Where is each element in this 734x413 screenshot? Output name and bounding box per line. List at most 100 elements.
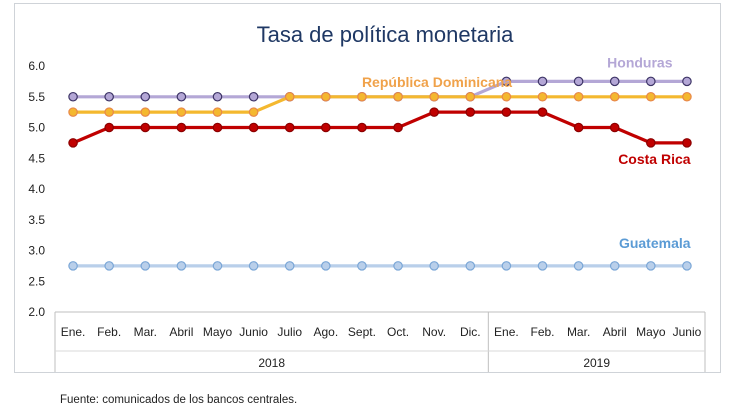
data-point bbox=[393, 122, 403, 133]
data-point bbox=[284, 122, 295, 133]
data-point bbox=[501, 91, 512, 102]
x-tick-label: Ago. bbox=[313, 325, 338, 339]
x-tick-label: Junio bbox=[239, 325, 268, 339]
data-point bbox=[609, 261, 620, 271]
series-label: Honduras bbox=[607, 54, 673, 70]
data-point bbox=[176, 91, 187, 102]
data-point bbox=[104, 122, 114, 133]
data-point bbox=[429, 107, 439, 117]
data-point bbox=[609, 122, 620, 133]
data-point bbox=[465, 107, 476, 117]
data-point bbox=[573, 76, 584, 87]
data-point bbox=[357, 261, 367, 271]
data-point bbox=[573, 122, 584, 133]
y-tick-label: 5.0 bbox=[28, 121, 45, 135]
series-line bbox=[73, 95, 687, 114]
x-tick-label: Oct. bbox=[387, 325, 409, 339]
data-point bbox=[140, 91, 151, 102]
data-point bbox=[140, 261, 151, 271]
data-point bbox=[429, 261, 439, 271]
source-note: Fuente: comunicados de los bancos centra… bbox=[60, 394, 298, 406]
x-group-label: 2018 bbox=[258, 356, 285, 370]
x-tick-label: Feb. bbox=[530, 325, 554, 339]
x-tick-label: Junio bbox=[673, 325, 702, 339]
data-point bbox=[68, 261, 78, 271]
x-tick-label: Mar. bbox=[134, 325, 157, 339]
y-tick-label: 4.5 bbox=[28, 151, 45, 165]
data-point bbox=[393, 91, 403, 102]
data-point bbox=[140, 107, 151, 117]
data-point bbox=[284, 261, 295, 271]
data-point bbox=[248, 107, 259, 117]
x-tick-label: Sept. bbox=[348, 325, 376, 339]
x-tick-label: Mayo bbox=[203, 325, 233, 339]
data-point bbox=[212, 107, 223, 117]
data-point bbox=[646, 76, 656, 87]
data-point bbox=[465, 261, 476, 271]
data-point bbox=[357, 91, 367, 102]
data-point bbox=[646, 91, 656, 102]
y-tick-label: 5.5 bbox=[28, 90, 45, 104]
chart-frame: Tasa de política monetaria 2.0 2.5 3.0 3.5 4.… bbox=[14, 3, 721, 373]
x-tick-label: Julio bbox=[277, 325, 302, 339]
x-tick-label: Abril bbox=[169, 325, 193, 339]
data-point bbox=[682, 261, 692, 271]
data-point bbox=[104, 91, 114, 102]
data-point bbox=[68, 107, 78, 117]
chart-title: Tasa de política monetaria bbox=[257, 22, 515, 47]
data-point bbox=[609, 91, 620, 102]
data-point bbox=[357, 122, 367, 133]
data-point bbox=[682, 91, 692, 102]
y-tick-label: 2.5 bbox=[28, 274, 45, 288]
data-point bbox=[176, 107, 187, 117]
data-point bbox=[501, 76, 512, 87]
y-tick-label: 6.0 bbox=[28, 59, 45, 73]
data-point bbox=[646, 138, 656, 148]
data-point bbox=[321, 122, 331, 133]
data-point bbox=[537, 261, 548, 271]
x-tick-label: Nov. bbox=[422, 325, 446, 339]
y-tick-label: 3.0 bbox=[28, 244, 45, 258]
data-point bbox=[393, 261, 403, 271]
series-label: Guatemala bbox=[619, 235, 691, 251]
data-point bbox=[321, 91, 331, 102]
data-point bbox=[537, 91, 548, 102]
data-point bbox=[321, 261, 331, 271]
data-point bbox=[176, 122, 187, 133]
data-point bbox=[537, 107, 548, 117]
data-point bbox=[682, 76, 692, 87]
x-tick-label: Ene. bbox=[61, 325, 86, 339]
x-group-label: 2019 bbox=[583, 356, 610, 370]
data-point bbox=[573, 91, 584, 102]
y-tick-label: 2.0 bbox=[28, 305, 45, 319]
x-tick-label: Mar. bbox=[567, 325, 590, 339]
x-tick-label: Mayo bbox=[636, 325, 666, 339]
y-tick-label: 4.0 bbox=[28, 182, 45, 196]
data-point bbox=[501, 107, 512, 117]
data-point bbox=[104, 261, 114, 271]
series-line bbox=[72, 110, 687, 145]
data-point bbox=[573, 261, 584, 271]
data-point bbox=[248, 261, 259, 271]
x-tick-label: Ene. bbox=[494, 325, 519, 339]
data-point bbox=[176, 261, 187, 271]
data-point bbox=[212, 122, 223, 133]
data-point bbox=[501, 261, 512, 271]
x-tick-label: Dic. bbox=[460, 325, 481, 339]
series-label: Costa Rica bbox=[618, 151, 691, 167]
data-point bbox=[248, 91, 259, 102]
data-point bbox=[609, 76, 620, 87]
y-tick-label: 3.5 bbox=[28, 213, 45, 227]
data-point bbox=[104, 107, 114, 117]
data-point bbox=[248, 122, 259, 133]
data-point bbox=[212, 91, 223, 102]
data-point bbox=[429, 91, 439, 102]
data-point bbox=[284, 91, 295, 102]
data-point bbox=[465, 91, 476, 102]
series-label: República Dominicana bbox=[362, 74, 512, 90]
chart-svg: Tasa de política monetaria 2.0 2.5 3.0 3.5 4.… bbox=[28, 22, 706, 372]
x-tick-label: Abril bbox=[603, 325, 627, 339]
data-point bbox=[68, 91, 78, 102]
x-tick-label: Feb. bbox=[97, 325, 121, 339]
data-point bbox=[537, 76, 548, 87]
